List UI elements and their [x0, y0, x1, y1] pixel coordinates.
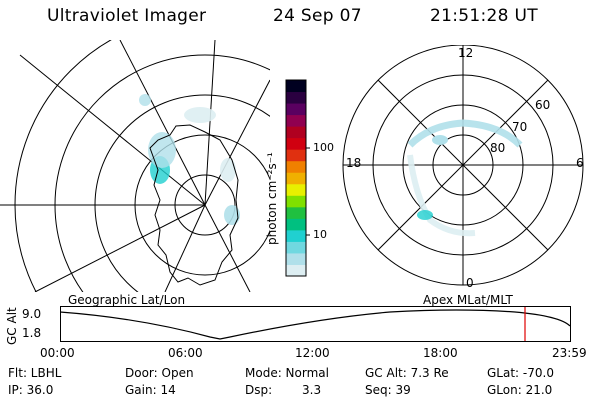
colorbar-swatch [286, 149, 306, 162]
door-info: Door: Open [125, 366, 194, 380]
observation-time: 21:51:28 UT [430, 6, 538, 26]
mlat-label-60: 60 [535, 98, 551, 112]
time-tick-2359: 23:59 [552, 346, 587, 360]
geo-meridian [204, 79, 270, 206]
altitude-tick-9: 9.0 [22, 307, 42, 321]
geo-meridian [204, 40, 216, 206]
altitude-axis-label: GC Alt [5, 307, 19, 345]
filter-info: Flt: LBHL [8, 366, 62, 380]
left-panel-caption: Geographic Lat/Lon [68, 293, 186, 307]
mlt-label-6: 6 [576, 156, 584, 170]
right-panel-caption: Apex MLat/MLT [423, 293, 513, 307]
magnetic-polar-plot [342, 45, 584, 286]
colorbar-swatch [286, 160, 306, 173]
antarctica-coastline [149, 124, 239, 286]
colorbar-unit-label: photon cm⁻²s⁻¹ [265, 152, 279, 245]
geo-auroral-emission [139, 94, 240, 225]
observation-date: 24 Sep 07 [273, 6, 362, 26]
instrument-title: Ultraviolet Imager [47, 6, 207, 26]
colorbar-swatch [286, 206, 306, 219]
mlt-label-12: 12 [458, 46, 474, 60]
gain-info: Gain: 14 [125, 383, 176, 397]
mlat-auroral-oval [407, 119, 523, 237]
geo-meridian [164, 204, 206, 292]
colorbar-swatch [286, 241, 306, 254]
colorbar-scale [286, 80, 306, 277]
geo-meridian [19, 54, 206, 206]
altitude-curve [60, 309, 571, 340]
colorbar-swatch [286, 264, 306, 277]
colorbar-swatch [286, 103, 306, 116]
colorbar-swatch [286, 137, 306, 150]
colorbar-swatch [286, 195, 306, 208]
colorbar-swatch [286, 252, 306, 265]
gc-alt-info: GC Alt: 7.3 Re [365, 366, 449, 380]
geo-meridian [119, 40, 206, 206]
time-tick-0000: 00:00 [40, 346, 75, 360]
colorbar-swatch [286, 218, 306, 231]
mode-info: Mode: Normal [245, 366, 329, 380]
glat-info: GLat: -70.0 [487, 366, 554, 380]
glon-info: GLon: 21.0 [487, 383, 553, 397]
dsp-value: 3.3 [302, 383, 322, 397]
altitude-strip [60, 306, 571, 342]
dsp-label: Dsp: [245, 383, 273, 397]
mlt-meridian [377, 79, 549, 251]
mlat-label-80: 80 [490, 141, 506, 155]
mlt-label-18: 18 [346, 156, 362, 170]
time-tick-1800: 18:00 [423, 346, 458, 360]
colorbar-swatch [286, 183, 306, 196]
mlt-label-0: 0 [466, 276, 474, 290]
altitude-tick-1-8: 1.8 [22, 326, 42, 340]
colorbar [285, 79, 310, 277]
colorbar-swatch [286, 172, 306, 185]
colorbar-swatch [286, 91, 306, 104]
colorbar-swatch [286, 126, 306, 139]
mlat-label-70: 70 [512, 120, 528, 134]
seq-info: Seq: 39 [365, 383, 411, 397]
geographic-map [0, 40, 270, 292]
geo-meridian [34, 204, 206, 292]
geo-meridian [204, 204, 251, 292]
ip-info: IP: 36.0 [8, 383, 54, 397]
colorbar-tick-100: 100 [313, 141, 334, 154]
time-tick-0600: 06:00 [168, 346, 203, 360]
time-tick-1200: 12:00 [295, 346, 330, 360]
colorbar-swatch [286, 229, 306, 242]
colorbar-swatch [286, 80, 306, 93]
colorbar-tick-10: 10 [313, 228, 327, 241]
colorbar-swatch [286, 114, 306, 127]
geo-lat-ring [94, 94, 270, 292]
